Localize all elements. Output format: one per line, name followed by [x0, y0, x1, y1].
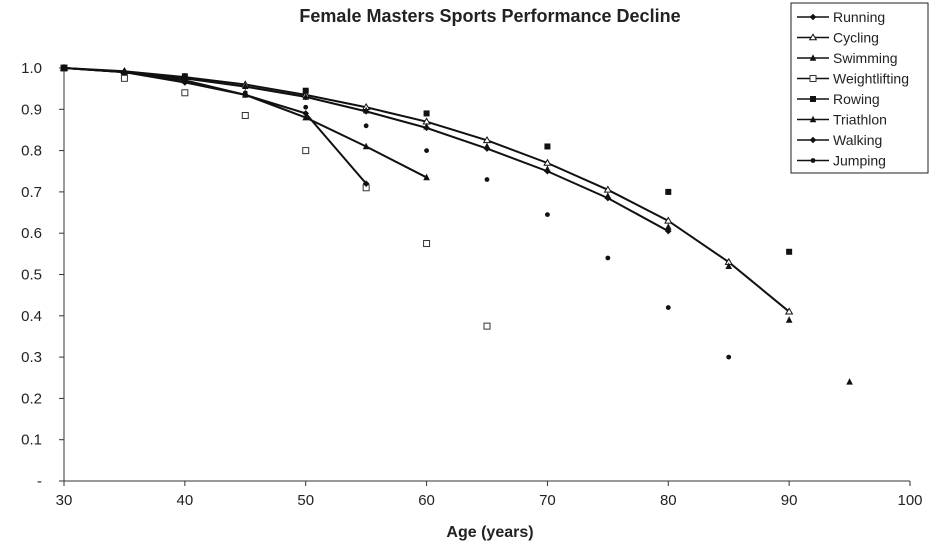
y-tick-label: 0.3: [21, 349, 42, 366]
swimming-point: [483, 142, 491, 150]
jumping-point: [303, 104, 309, 110]
chart-title: Female Masters Sports Performance Declin…: [299, 6, 681, 26]
x-tick-label: 80: [660, 492, 677, 509]
triathlon-point: [362, 142, 370, 150]
y-tick-label: 0.4: [21, 308, 42, 325]
x-tick-label: 60: [418, 492, 435, 509]
weightlifting-point: [120, 74, 128, 82]
y-tick-label: 0.1: [21, 432, 42, 449]
y-tick-label: -: [37, 473, 42, 490]
swimming-point: [362, 106, 370, 114]
weightlifting-point: [181, 89, 189, 97]
legend-swatch-marker-running: [809, 13, 817, 21]
rowing-point: [786, 248, 793, 255]
legend-swatch-marker-weightlifting: [809, 75, 817, 82]
cycling-point: [482, 135, 492, 144]
legend-label-rowing: Rowing: [833, 91, 880, 107]
legend-label-walking: Walking: [833, 132, 882, 148]
x-axis-label: Age (years): [446, 524, 534, 541]
triathlon-point: [423, 173, 430, 181]
weightlifting-point: [241, 111, 249, 119]
rowing-point: [302, 87, 309, 94]
x-tick-label: 90: [781, 492, 798, 509]
jumping-point: [726, 354, 732, 360]
y-tick-label: 0.9: [21, 101, 42, 118]
swimming-point: [725, 262, 733, 270]
series-cycling: [59, 63, 794, 315]
jumping-point: [665, 305, 671, 310]
series-rowing: [61, 65, 793, 255]
cycling-point: [603, 185, 613, 193]
rowing-point: [665, 188, 672, 195]
legend-swatch-marker-triathlon: [809, 115, 817, 123]
jumping-point: [605, 255, 611, 261]
swimming-point: [664, 223, 672, 230]
legend: Running Cycling Swimming Weightlifting Rowin…: [790, 2, 929, 174]
walking-line: [63, 67, 367, 185]
legend-label-weightlifting: Weightlifting: [833, 71, 909, 87]
legend-swatch-marker-rowing: [810, 96, 816, 102]
cycling-line: [63, 67, 790, 313]
x-tick-label: 40: [177, 492, 194, 509]
walking-point: [302, 110, 310, 117]
cycling-point: [664, 216, 673, 224]
jumping-point: [61, 65, 67, 71]
legend-swatch-marker-walking: [809, 136, 817, 144]
series-running: [60, 64, 672, 235]
x-tick-label: 70: [539, 492, 556, 509]
legend-swatch-marker-jumping: [810, 158, 816, 163]
jumping-point: [545, 212, 550, 218]
walking-point: [362, 180, 370, 187]
running-line: [63, 67, 669, 233]
legend-swatch-marker-cycling: [808, 33, 818, 41]
swimming-point: [423, 122, 430, 130]
y-tick-label: 0.6: [21, 225, 42, 242]
x-tick-label: 50: [297, 492, 314, 509]
rowing-point: [181, 73, 188, 80]
cycling-point: [543, 158, 552, 166]
jumping-point: [182, 77, 188, 83]
swimming-point: [785, 316, 793, 323]
rowing-point: [423, 110, 430, 117]
legend-label-jumping: Jumping: [833, 153, 886, 169]
x-tick-label: 30: [56, 492, 73, 509]
swimming-point: [241, 82, 249, 89]
weightlifting-point: [483, 322, 491, 330]
jumping-point: [122, 69, 127, 75]
legend-box: [790, 2, 929, 174]
y-tick-label: 0.5: [21, 267, 42, 284]
jumping-point: [424, 148, 429, 154]
jumping-point: [363, 123, 369, 129]
series-swimming: [60, 64, 853, 385]
swimming-point: [544, 165, 551, 172]
weightlifting-point: [302, 147, 310, 155]
y-tick-label: 0.7: [21, 184, 42, 201]
weightlifting-point: [423, 240, 431, 248]
cycling-point: [784, 307, 794, 315]
jumping-point: [484, 177, 490, 182]
triathlon-point: [302, 113, 310, 121]
legend-label-cycling: Cycling: [833, 30, 879, 46]
legend-swatch-marker-swimming: [809, 54, 817, 61]
legend-label-triathlon: Triathlon: [833, 112, 887, 128]
y-tick-label: 1.0: [21, 60, 42, 77]
swimming-point: [604, 192, 612, 199]
rowing-point: [544, 143, 551, 150]
series-jumping: [61, 65, 732, 360]
y-tick-label: 0.8: [21, 143, 42, 160]
legend-label-swimming: Swimming: [833, 50, 898, 66]
swimming-point: [302, 93, 310, 100]
legend-label-running: Running: [833, 9, 885, 25]
jumping-point: [242, 90, 248, 96]
x-tick-label: 100: [897, 492, 922, 509]
y-tick-label: 0.2: [21, 390, 42, 407]
swimming-point: [846, 378, 853, 385]
